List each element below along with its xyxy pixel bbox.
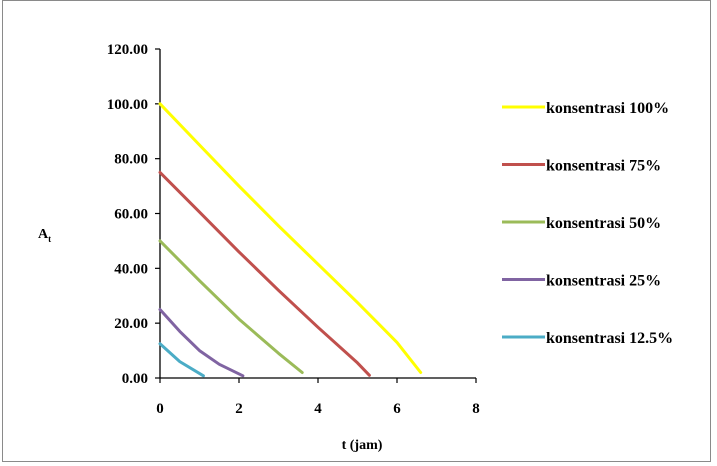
legend: konsentrasi 100% konsentrasi 75% konsentra… (502, 100, 673, 347)
series-line (158, 342, 205, 378)
x-tick-label: 8 (472, 401, 480, 417)
series-line (158, 102, 423, 374)
series-lines (158, 102, 423, 378)
x-tick-label: 0 (156, 401, 164, 417)
y-axis-label-subscript: t (48, 234, 51, 244)
series-line (158, 308, 245, 378)
y-tick-label: 20.00 (114, 316, 148, 332)
y-tick-label: 0.00 (122, 371, 148, 387)
legend-label: konsentrasi 50% (546, 215, 661, 232)
x-tick-label: 6 (393, 401, 401, 417)
x-tick-label: 4 (314, 401, 322, 417)
legend-label: konsentrasi 75% (546, 158, 661, 175)
y-tick-labels: 0.00 20.00 40.00 60.00 80.00 100.00 120.00 (107, 42, 160, 387)
y-tick-label: 40.00 (114, 261, 148, 277)
legend-label: konsentrasi 25% (546, 273, 661, 290)
x-axis-label: t (jam) (342, 438, 383, 453)
y-tick-label: 60.00 (114, 207, 148, 223)
y-tick-label: 120.00 (107, 42, 148, 58)
y-axis-label-group: At (38, 227, 51, 244)
series-line (158, 170, 371, 377)
legend-label: konsentrasi 12.5% (546, 330, 673, 347)
x-tick-labels: 0 2 4 6 8 (156, 378, 480, 417)
y-tick-label: 80.00 (114, 152, 148, 168)
x-tick-label: 2 (235, 401, 243, 417)
y-axis-label: A (38, 227, 49, 242)
series-line (158, 239, 304, 374)
legend-label: konsentrasi 100% (546, 100, 669, 117)
y-tick-label: 100.00 (107, 97, 148, 113)
